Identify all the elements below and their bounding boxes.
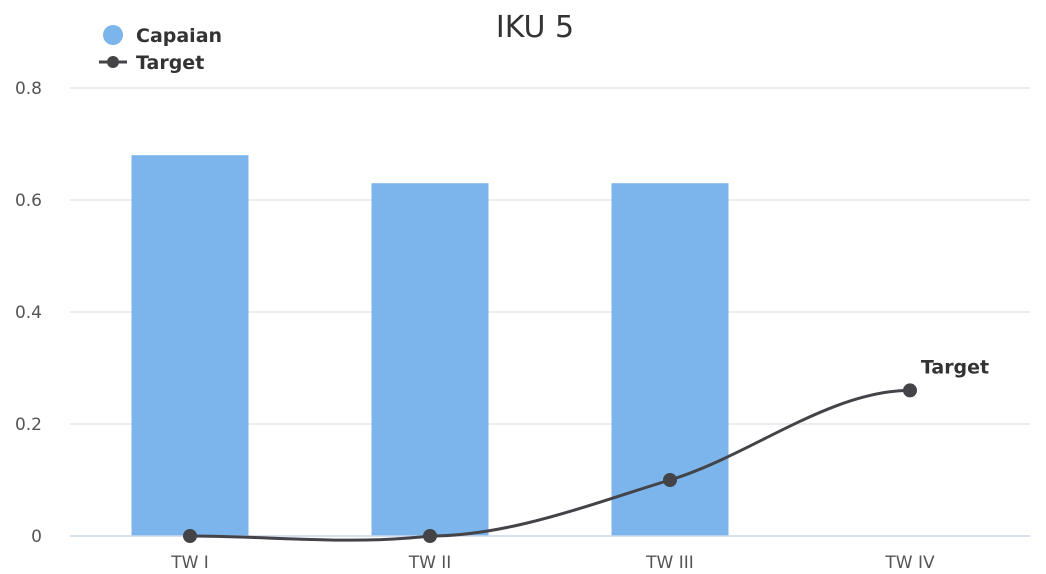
bar-capaian[interactable]: [131, 155, 249, 536]
x-tick-label: TW IV: [884, 553, 935, 573]
target-annotation: Target: [921, 356, 989, 378]
target-point[interactable]: [423, 529, 437, 543]
x-tick-label: TW II: [408, 553, 452, 573]
legend: Capaian Target: [99, 25, 222, 74]
y-tick-label: 0: [31, 527, 42, 547]
y-axis-ticks: 0 0.2 0.4 0.6 0.8: [15, 79, 42, 547]
target-series-line: [189, 388, 911, 542]
target-points: [183, 383, 917, 543]
bar-capaian[interactable]: [371, 183, 489, 536]
x-tick-label: TW I: [170, 553, 209, 573]
legend-item-capaian[interactable]: Capaian: [103, 25, 222, 47]
y-tick-label: 0.8: [15, 79, 42, 99]
legend-item-target[interactable]: Target: [99, 52, 204, 74]
y-tick-label: 0.6: [15, 191, 42, 211]
y-tick-label: 0.4: [15, 303, 42, 323]
legend-target-label: Target: [136, 52, 204, 74]
x-tick-label: TW III: [645, 553, 694, 573]
legend-capaian-symbol: [103, 25, 123, 45]
target-point[interactable]: [663, 473, 677, 487]
chart-title: IKU 5: [496, 10, 574, 45]
x-axis-ticks: TW I TW II TW III TW IV: [170, 553, 935, 573]
bars: [131, 155, 729, 536]
y-tick-label: 0.2: [15, 415, 42, 435]
legend-capaian-label: Capaian: [136, 25, 222, 47]
target-point[interactable]: [903, 383, 917, 398]
target-point[interactable]: [183, 529, 197, 543]
legend-target-symbol: [107, 56, 119, 68]
